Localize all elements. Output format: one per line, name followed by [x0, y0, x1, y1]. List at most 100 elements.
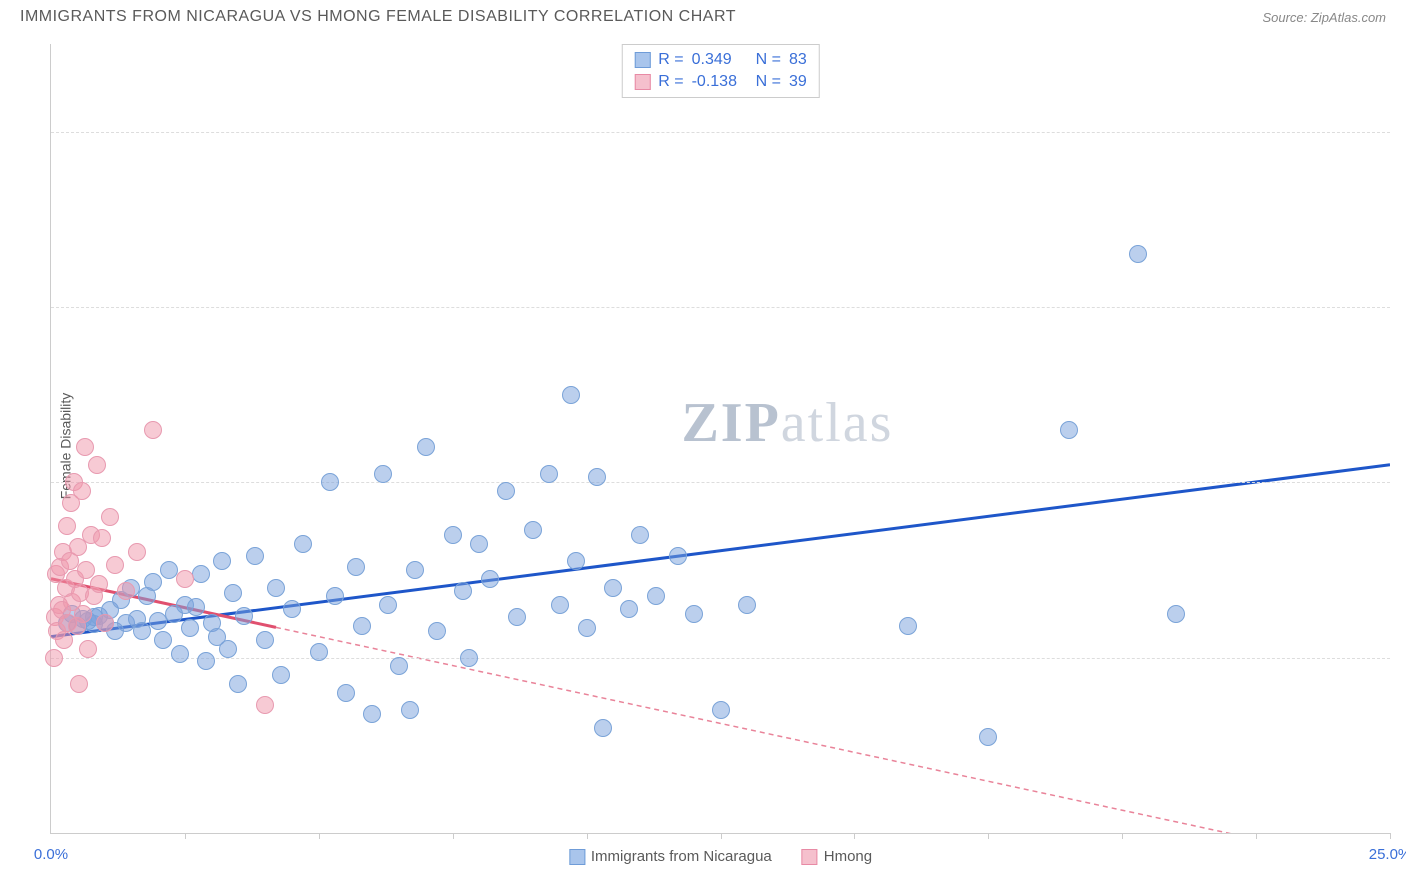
- legend-label-0: Immigrants from Nicaragua: [591, 848, 772, 865]
- x-tick-mark: [721, 833, 722, 839]
- y-tick-label: 20.0%: [1400, 474, 1406, 491]
- stat-value-n-0: 83: [789, 51, 807, 69]
- x-tick-label: 0.0%: [34, 846, 68, 863]
- data-point-series-0: [246, 547, 264, 565]
- chart-title: IMMIGRANTS FROM NICARAGUA VS HMONG FEMAL…: [20, 8, 736, 26]
- data-point-series-0: [187, 598, 205, 616]
- x-tick-mark: [1122, 833, 1123, 839]
- swatch-series-0: [634, 52, 650, 68]
- data-point-series-1: [73, 482, 91, 500]
- data-point-series-0: [256, 631, 274, 649]
- legend-item-0: Immigrants from Nicaragua: [569, 848, 772, 865]
- data-point-series-0: [283, 600, 301, 618]
- data-point-series-0: [685, 605, 703, 623]
- data-point-series-0: [567, 552, 585, 570]
- data-point-series-0: [738, 596, 756, 614]
- data-point-series-0: [363, 705, 381, 723]
- data-point-series-1: [70, 675, 88, 693]
- data-point-series-0: [144, 573, 162, 591]
- data-point-series-1: [144, 421, 162, 439]
- data-point-series-0: [353, 617, 371, 635]
- data-point-series-0: [337, 684, 355, 702]
- data-point-series-0: [594, 719, 612, 737]
- data-point-series-0: [310, 643, 328, 661]
- data-point-series-0: [588, 468, 606, 486]
- data-point-series-0: [669, 547, 687, 565]
- data-point-series-0: [1060, 421, 1078, 439]
- data-point-series-0: [197, 652, 215, 670]
- watermark-prefix: ZIP: [681, 392, 780, 454]
- correlation-stats-box: R = 0.349 N = 83 R = -0.138 N = 39: [621, 44, 819, 98]
- data-point-series-0: [540, 465, 558, 483]
- gridline: [51, 307, 1390, 308]
- data-point-series-0: [562, 386, 580, 404]
- data-point-series-1: [45, 649, 63, 667]
- data-point-series-0: [235, 607, 253, 625]
- data-point-series-0: [524, 521, 542, 539]
- source-attribution: Source: ZipAtlas.com: [1262, 10, 1386, 25]
- data-point-series-0: [1129, 245, 1147, 263]
- data-point-series-0: [712, 701, 730, 719]
- data-point-series-0: [294, 535, 312, 553]
- y-tick-label: 10.0%: [1400, 649, 1406, 666]
- data-point-series-0: [508, 608, 526, 626]
- data-point-series-0: [213, 552, 231, 570]
- data-point-series-0: [979, 728, 997, 746]
- gridline: [51, 658, 1390, 659]
- data-point-series-0: [444, 526, 462, 544]
- legend-swatch-1: [802, 849, 818, 865]
- data-point-series-1: [90, 575, 108, 593]
- data-point-series-0: [604, 579, 622, 597]
- stats-row-series-0: R = 0.349 N = 83: [634, 49, 806, 71]
- data-point-series-1: [117, 582, 135, 600]
- data-point-series-0: [620, 600, 638, 618]
- data-point-series-0: [379, 596, 397, 614]
- scatter-chart: ZIPatlas R = 0.349 N = 83 R = -0.138 N =…: [50, 44, 1390, 834]
- data-point-series-0: [406, 561, 424, 579]
- data-point-series-1: [76, 438, 94, 456]
- data-point-series-1: [55, 631, 73, 649]
- data-point-series-0: [224, 584, 242, 602]
- data-point-series-1: [74, 605, 92, 623]
- data-point-series-0: [181, 619, 199, 637]
- data-point-series-0: [321, 473, 339, 491]
- swatch-series-1: [634, 74, 650, 90]
- data-point-series-1: [77, 561, 95, 579]
- watermark: ZIPatlas: [681, 391, 893, 455]
- data-point-series-1: [93, 529, 111, 547]
- data-point-series-0: [417, 438, 435, 456]
- x-tick-label: 25.0%: [1369, 846, 1406, 863]
- data-point-series-1: [106, 556, 124, 574]
- data-point-series-0: [647, 587, 665, 605]
- stat-value-n-1: 39: [789, 73, 807, 91]
- data-point-series-0: [454, 582, 472, 600]
- data-point-series-0: [192, 565, 210, 583]
- data-point-series-0: [481, 570, 499, 588]
- stat-label-r: R =: [658, 51, 683, 69]
- data-point-series-0: [497, 482, 515, 500]
- data-point-series-1: [176, 570, 194, 588]
- y-tick-label: 30.0%: [1400, 299, 1406, 316]
- gridline: [51, 482, 1390, 483]
- data-point-series-0: [1167, 605, 1185, 623]
- data-point-series-1: [256, 696, 274, 714]
- data-point-series-0: [551, 596, 569, 614]
- data-point-series-1: [79, 640, 97, 658]
- x-tick-mark: [319, 833, 320, 839]
- data-point-series-1: [101, 508, 119, 526]
- data-point-series-0: [272, 666, 290, 684]
- data-point-series-0: [470, 535, 488, 553]
- data-point-series-0: [428, 622, 446, 640]
- stat-label-n: N =: [756, 73, 781, 91]
- legend-label-1: Hmong: [824, 848, 872, 865]
- data-point-series-0: [390, 657, 408, 675]
- x-tick-mark: [453, 833, 454, 839]
- gridline: [51, 132, 1390, 133]
- stats-row-series-1: R = -0.138 N = 39: [634, 71, 806, 93]
- data-point-series-0: [219, 640, 237, 658]
- legend: Immigrants from Nicaragua Hmong: [569, 848, 872, 865]
- data-point-series-0: [401, 701, 419, 719]
- stat-value-r-1: -0.138: [692, 73, 748, 91]
- x-tick-mark: [587, 833, 588, 839]
- data-point-series-0: [631, 526, 649, 544]
